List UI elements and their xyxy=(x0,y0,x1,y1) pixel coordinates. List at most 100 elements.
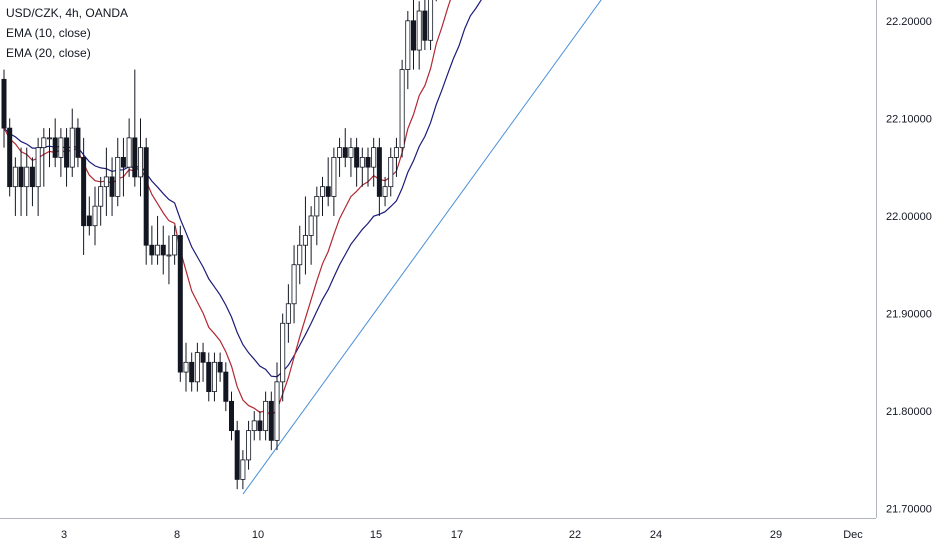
y-tick-label: 21.90000 xyxy=(886,309,932,321)
candle xyxy=(234,420,240,490)
trendline xyxy=(242,0,602,495)
candle xyxy=(393,137,399,177)
legend-title[interactable]: USD/CZK, 4h, OANDA xyxy=(6,6,129,20)
x-tick-label: 29 xyxy=(770,529,782,541)
candle-body-down xyxy=(1,78,7,129)
candle xyxy=(41,128,47,187)
legend-ema-20[interactable]: EMA (20, close) xyxy=(6,46,91,60)
candle xyxy=(132,69,138,187)
candle xyxy=(120,137,126,197)
candle xyxy=(365,147,371,187)
candle xyxy=(189,352,195,392)
candle-body-up xyxy=(240,459,246,480)
candle-body-down xyxy=(160,244,166,256)
candle-body-up xyxy=(211,361,217,392)
candle-body-down xyxy=(354,147,360,168)
candle-body-up xyxy=(399,69,405,149)
candle xyxy=(75,118,81,168)
x-tick-label: 10 xyxy=(252,529,264,541)
candle xyxy=(223,362,229,412)
candle xyxy=(1,69,7,148)
candle xyxy=(405,11,411,90)
candle-body-up xyxy=(183,361,189,373)
y-tick-label: 22.20000 xyxy=(886,16,932,28)
candle xyxy=(302,196,308,275)
candle-body-down xyxy=(109,176,115,197)
candle xyxy=(314,186,320,246)
candle xyxy=(291,245,297,324)
candle xyxy=(206,352,212,402)
candle xyxy=(399,59,405,158)
candle-body-up xyxy=(388,156,394,188)
candle xyxy=(86,196,92,236)
x-tick-label: 3 xyxy=(61,529,67,541)
candle xyxy=(268,391,274,451)
candle xyxy=(155,215,161,265)
candle xyxy=(337,137,343,177)
candle xyxy=(194,342,200,392)
candle xyxy=(52,118,58,168)
candle xyxy=(103,147,109,216)
candle xyxy=(428,0,434,51)
candle xyxy=(217,352,223,382)
candle xyxy=(12,157,18,216)
legend-ema-10[interactable]: EMA (10, close) xyxy=(6,26,91,40)
candle-body-down xyxy=(234,430,240,480)
candle-body-down xyxy=(143,147,149,246)
candle-body-up xyxy=(166,254,172,257)
candle xyxy=(280,313,286,402)
candle-body-up xyxy=(12,166,18,188)
candle xyxy=(172,225,178,265)
candle xyxy=(24,147,30,216)
candle-body-up xyxy=(103,176,109,188)
candle xyxy=(58,128,64,177)
candle-body-down xyxy=(422,10,428,41)
candle-body-down xyxy=(149,244,155,256)
candle xyxy=(246,420,252,470)
candle xyxy=(325,157,331,207)
candle-body-up xyxy=(98,186,104,207)
candle xyxy=(435,0,437,2)
candle xyxy=(382,176,388,207)
candle-body-down xyxy=(75,127,81,158)
candle-body-up xyxy=(194,352,200,383)
candle-body-up xyxy=(382,186,388,197)
candle xyxy=(376,137,382,216)
candle xyxy=(18,147,24,216)
candle xyxy=(251,411,257,441)
candle-body-up xyxy=(308,215,314,236)
candle xyxy=(109,157,115,216)
candle xyxy=(115,137,121,207)
candle xyxy=(297,225,303,285)
candle-body-down xyxy=(29,166,35,188)
candle xyxy=(228,391,234,441)
candle-body-up xyxy=(428,0,434,41)
candle-body-down xyxy=(223,371,229,402)
candle xyxy=(177,225,183,382)
candle-body-up xyxy=(263,400,269,432)
candle xyxy=(149,225,155,265)
candle-body-down xyxy=(7,127,13,188)
candle-body-down xyxy=(177,235,183,373)
candle-body-up xyxy=(172,235,178,256)
candle-body-up xyxy=(280,322,286,383)
candle xyxy=(29,157,35,207)
candle xyxy=(166,235,172,285)
candle xyxy=(137,118,143,197)
y-tick-label: 21.70000 xyxy=(886,504,932,516)
candle-body-down xyxy=(120,156,126,168)
candle-body-up xyxy=(393,147,399,158)
candle-body-up xyxy=(92,205,98,227)
candle xyxy=(98,176,104,226)
candle-body-down xyxy=(86,215,92,227)
candle xyxy=(263,391,269,441)
candle-body-up xyxy=(41,137,47,149)
candle xyxy=(126,118,132,177)
candle-body-down xyxy=(228,400,234,432)
candle xyxy=(410,0,416,70)
candle-body-up xyxy=(319,186,325,197)
candle-body-up xyxy=(246,430,252,461)
candle-body-up xyxy=(405,20,411,70)
candle-body-down xyxy=(257,420,263,432)
